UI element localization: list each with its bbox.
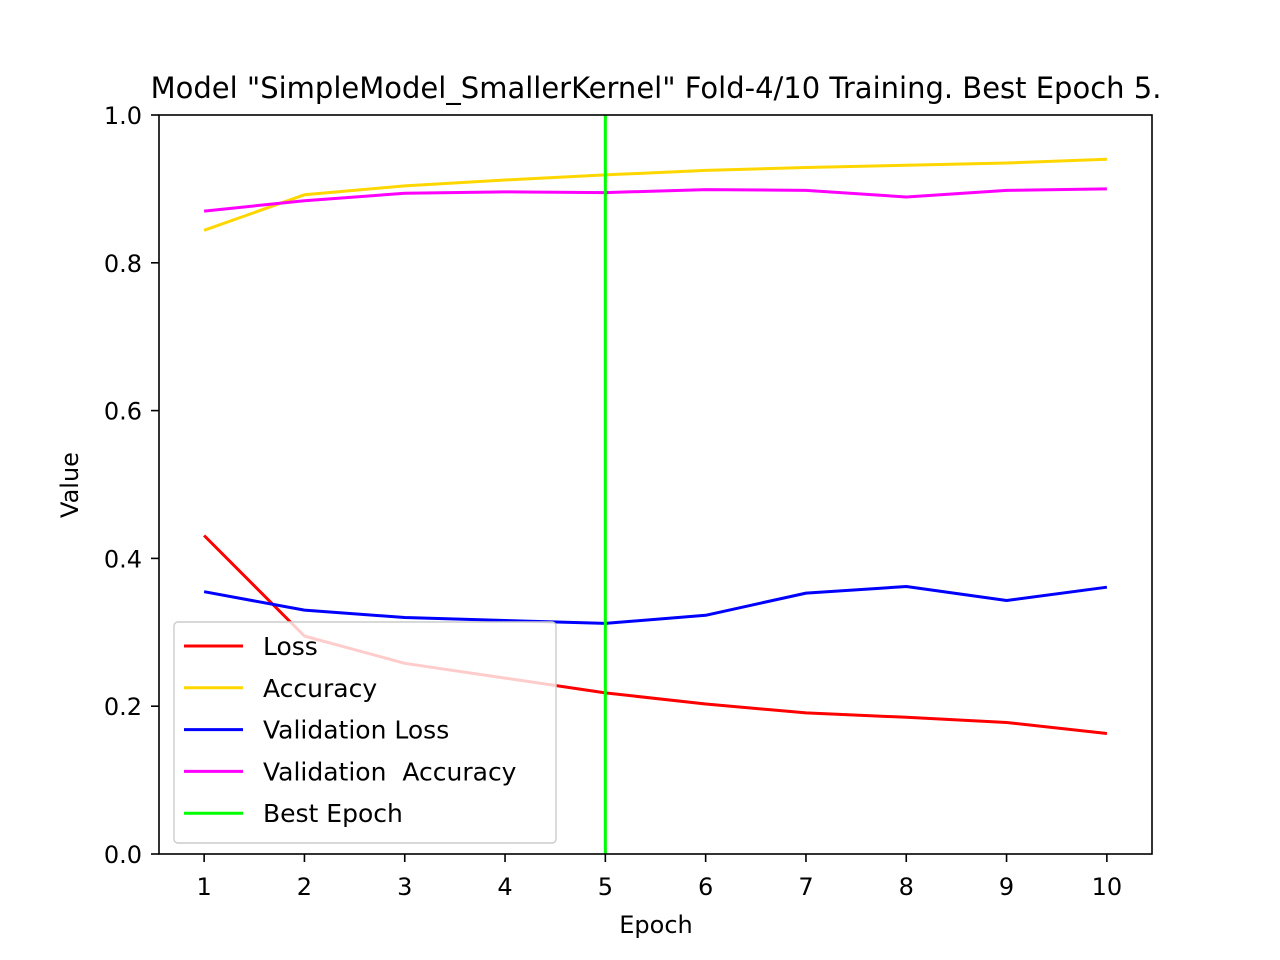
x-tick-label: 5 [598, 873, 613, 901]
x-tick-label: 7 [798, 873, 813, 901]
x-tick-label: 6 [698, 873, 713, 901]
x-tick-label: 8 [899, 873, 914, 901]
x-axis-label: Epoch [619, 911, 693, 939]
x-tick-label: 9 [999, 873, 1014, 901]
series-line-3 [203, 187, 1107, 213]
y-tick-label: 0.6 [104, 398, 142, 426]
legend-box [173, 621, 557, 844]
y-tick-label: 0.8 [104, 250, 142, 278]
legend-label: Loss [263, 632, 318, 661]
y-tick-label: 1.0 [104, 102, 142, 130]
x-tick-label: 3 [397, 873, 412, 901]
legend: Loss Accuracy Validation Loss Validation Ac… [173, 621, 557, 844]
chart-title: Model "SimpleModel_SmallerKernel" Fold-4… [151, 71, 1162, 105]
x-tick-label: 4 [497, 873, 512, 901]
x-tick-label: 2 [297, 873, 312, 901]
y-tick-label: 0.4 [104, 545, 142, 573]
series-line-2 [203, 585, 1108, 625]
series-line-1 [203, 157, 1107, 232]
x-tick-label: 10 [1092, 873, 1123, 901]
legend-label: Validation Accuracy [263, 757, 517, 786]
legend-label: Best Epoch [263, 799, 403, 828]
y-tick-label: 0.0 [104, 841, 142, 869]
x-tick-label: 1 [196, 873, 211, 901]
plot-frame [158, 114, 1153, 855]
legend-label: Validation Loss [263, 716, 449, 745]
axes: 1 2 3 4 5 6 7 8 9 10 0.0 0.2 0.4 0.6 0.8 1.0 [104, 102, 1122, 901]
y-axis-label: Value [56, 452, 84, 518]
y-tick-label: 0.2 [104, 693, 142, 721]
legend-label: Accuracy [263, 674, 377, 703]
